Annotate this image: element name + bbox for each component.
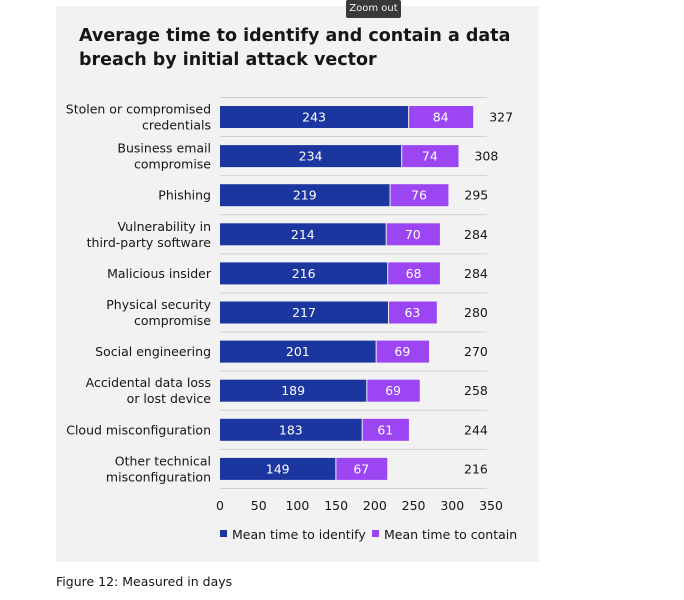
category-label: compromise xyxy=(134,313,211,328)
category-label: Accidental data loss xyxy=(86,375,211,390)
bar-label-contain: 69 xyxy=(394,344,410,359)
legend-label-contain: Mean time to contain xyxy=(384,527,517,542)
bar-identify xyxy=(220,379,367,402)
total-label: 258 xyxy=(464,383,488,398)
total-label: 327 xyxy=(489,110,513,125)
bar-contain xyxy=(409,106,474,128)
bar-label-identify: 216 xyxy=(292,266,316,281)
bar-contain xyxy=(402,145,459,168)
bar-label-identify: 214 xyxy=(291,227,315,242)
total-label: 216 xyxy=(464,461,488,476)
bar-label-identify: 183 xyxy=(279,422,303,437)
bar-label-contain: 67 xyxy=(353,461,369,476)
bar-label-identify: 189 xyxy=(281,383,305,398)
bar-identify xyxy=(220,145,402,168)
category-label: third-party software xyxy=(87,235,212,250)
x-tick-label: 300 xyxy=(440,498,464,513)
bar-contain xyxy=(386,223,440,246)
bar-contain xyxy=(390,184,449,207)
chart-title: Average time to identify and contain a d… xyxy=(79,26,511,70)
category-label: misconfiguration xyxy=(106,469,211,484)
x-tick-label: 350 xyxy=(479,498,503,513)
bar-label-contain: 68 xyxy=(406,266,422,281)
bar-label-identify: 201 xyxy=(286,344,310,359)
bar-label-contain: 76 xyxy=(411,188,427,203)
legend-swatch-identify xyxy=(220,530,227,537)
bar-contain xyxy=(362,418,409,441)
total-label: 295 xyxy=(464,188,488,203)
bar-identify xyxy=(220,184,390,207)
category-label: Phishing xyxy=(158,188,211,203)
legend-label-identify: Mean time to identify xyxy=(232,527,366,542)
category-label: compromise xyxy=(134,157,211,172)
x-tick-label: 250 xyxy=(402,498,426,513)
total-label: 270 xyxy=(464,344,488,359)
bar-label-identify: 217 xyxy=(292,305,316,320)
bar-identify xyxy=(220,340,376,363)
total-label: 284 xyxy=(464,227,488,242)
category-label: or lost device xyxy=(127,391,212,406)
total-label: 308 xyxy=(474,149,498,164)
bar-identify xyxy=(220,262,388,285)
zoom-out-tooltip[interactable]: Zoom out xyxy=(346,0,401,18)
bar-identify xyxy=(220,301,389,324)
bar-label-contain: 69 xyxy=(385,383,401,398)
category-label: Business email xyxy=(117,141,211,156)
bar-label-contain: 70 xyxy=(405,227,421,242)
legend-swatch-contain xyxy=(372,530,379,537)
bar-label-identify: 149 xyxy=(266,461,290,476)
category-label: credentials xyxy=(142,118,211,133)
category-label: Stolen or compromised xyxy=(66,102,211,117)
bar-contain xyxy=(336,457,388,480)
bar-identify xyxy=(220,106,409,128)
bar-contain xyxy=(388,262,440,285)
bar-identify xyxy=(220,223,386,246)
category-label: Other technical xyxy=(115,453,211,468)
bar-label-contain: 74 xyxy=(422,149,438,164)
bar-identify xyxy=(220,457,336,480)
bar-contain xyxy=(376,340,430,363)
x-tick-label: 100 xyxy=(285,498,309,513)
total-label: 280 xyxy=(464,305,488,320)
figure-caption: Figure 12: Measured in days xyxy=(56,574,233,589)
bar-label-identify: 234 xyxy=(299,149,323,164)
x-tick-label: 200 xyxy=(363,498,387,513)
x-tick-label: 150 xyxy=(324,498,348,513)
bar-label-contain: 63 xyxy=(404,305,420,320)
bar-identify xyxy=(220,418,362,441)
category-label: Physical security xyxy=(106,297,211,312)
bar-contain xyxy=(389,301,437,324)
x-tick-label: 0 xyxy=(216,498,224,513)
category-label: Vulnerability in xyxy=(117,219,211,234)
bar-contain xyxy=(367,379,420,402)
category-label: Social engineering xyxy=(95,344,211,359)
x-tick-label: 50 xyxy=(251,498,267,513)
bar-label-contain: 61 xyxy=(377,422,393,437)
category-label: Malicious insider xyxy=(107,266,212,281)
category-label: Cloud misconfiguration xyxy=(66,422,211,437)
total-label: 284 xyxy=(464,266,488,281)
bar-label-identify: 243 xyxy=(302,110,326,125)
bar-label-identify: 219 xyxy=(293,188,317,203)
total-label: 244 xyxy=(464,422,488,437)
bar-label-contain: 84 xyxy=(433,110,449,125)
